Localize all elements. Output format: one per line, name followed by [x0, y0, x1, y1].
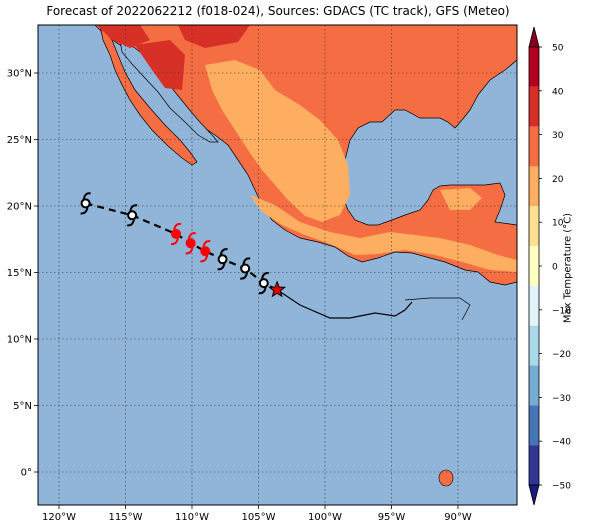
- colorbar-segment: [529, 47, 539, 87]
- colorbar-tick-label: −20: [552, 350, 571, 360]
- colorbar-segment: [529, 86, 539, 127]
- colorbar-tick-label: 0: [552, 263, 558, 273]
- lon-tick-label: 100°W: [308, 512, 342, 523]
- lon-tick-label: 90°W: [444, 512, 472, 523]
- current-position-star-icon: [268, 280, 287, 298]
- lon-axis: 120°W 115°W 110°W 105°W 100°W 95°W 90°W: [42, 505, 472, 523]
- lat-tick-label: 5°N: [13, 401, 32, 412]
- lon-tick-label: 115°W: [109, 512, 143, 523]
- colorbar-segment: [529, 166, 539, 207]
- colorbar-segment: [529, 126, 539, 167]
- hurricane-icon: [258, 272, 269, 295]
- lat-tick-label: 20°N: [7, 202, 32, 213]
- lat-tick-label: 25°N: [7, 135, 32, 146]
- map-title: Forecast of 2022062212 (f018-024), Sourc…: [46, 4, 510, 18]
- hot-zone-sonora: [135, 40, 185, 90]
- hurricane-icon: [170, 222, 182, 246]
- colorbar-tick-label: 30: [552, 131, 564, 141]
- lon-tick-label: 110°W: [175, 512, 209, 523]
- hot-zone-baja: [97, 25, 150, 48]
- colorbar-segment: [529, 206, 539, 247]
- colorbar-tick-label: −40: [552, 438, 571, 448]
- colorbar-tick-label: 50: [552, 44, 564, 54]
- colorbar-segment: [529, 325, 539, 366]
- colorbar-label: Max Temperature (°C): [562, 212, 574, 324]
- mild-zone-yucatan: [440, 188, 482, 210]
- colorbar-tick-label: 20: [552, 175, 564, 185]
- storm-track: [80, 192, 413, 319]
- colorbar-segment: [529, 285, 539, 326]
- mild-zone-plateau: [205, 60, 350, 222]
- lat-tick-label: 30°N: [7, 69, 32, 80]
- lon-tick-label: 105°W: [242, 512, 276, 523]
- lon-tick-label: 120°W: [42, 512, 76, 523]
- coastline-south: [404, 297, 471, 321]
- colorbar-tick-label: −50: [552, 482, 571, 492]
- lat-tick-label: 15°N: [7, 268, 32, 279]
- colorbar-segment: [529, 365, 539, 406]
- colorbar-tick-label: −30: [552, 394, 571, 404]
- colorbar-segment: [529, 405, 539, 446]
- hurricane-icon: [240, 257, 251, 280]
- colorbar-tick-label: −10: [552, 306, 571, 316]
- mild-zone-coast: [250, 195, 517, 272]
- colorbar-segment: [529, 246, 539, 286]
- lat-tick-label: 10°N: [7, 335, 32, 346]
- track-continuation: [276, 289, 413, 319]
- lat-tick-label: 0°: [21, 468, 32, 479]
- hot-zone-north: [178, 25, 250, 48]
- track-line: [85, 202, 278, 291]
- hurricane-icon: [217, 248, 228, 271]
- colorbar-extend-max: [528, 26, 540, 48]
- hurricane-icon: [80, 192, 91, 215]
- hurricane-icon: [126, 204, 138, 227]
- map-frame: [37, 24, 518, 506]
- lon-tick-label: 95°W: [378, 512, 406, 523]
- colorbar-segment: [529, 445, 539, 485]
- colorbar-extend-min: [528, 484, 540, 506]
- lat-axis: 30°N 25°N 20°N 15°N 10°N 5°N 0°: [7, 69, 38, 479]
- colorbar-tick-label: 40: [552, 87, 564, 97]
- colorbar-tick-label: 10: [552, 219, 564, 229]
- hurricane-icon: [200, 240, 211, 263]
- island-galapagos: [438, 469, 454, 487]
- hurricane-icon: [185, 232, 196, 255]
- colorbar: 50 40 30 20 10 0 −10 −20 −30 −40 −50: [528, 26, 571, 506]
- map-gridlines: [38, 25, 517, 505]
